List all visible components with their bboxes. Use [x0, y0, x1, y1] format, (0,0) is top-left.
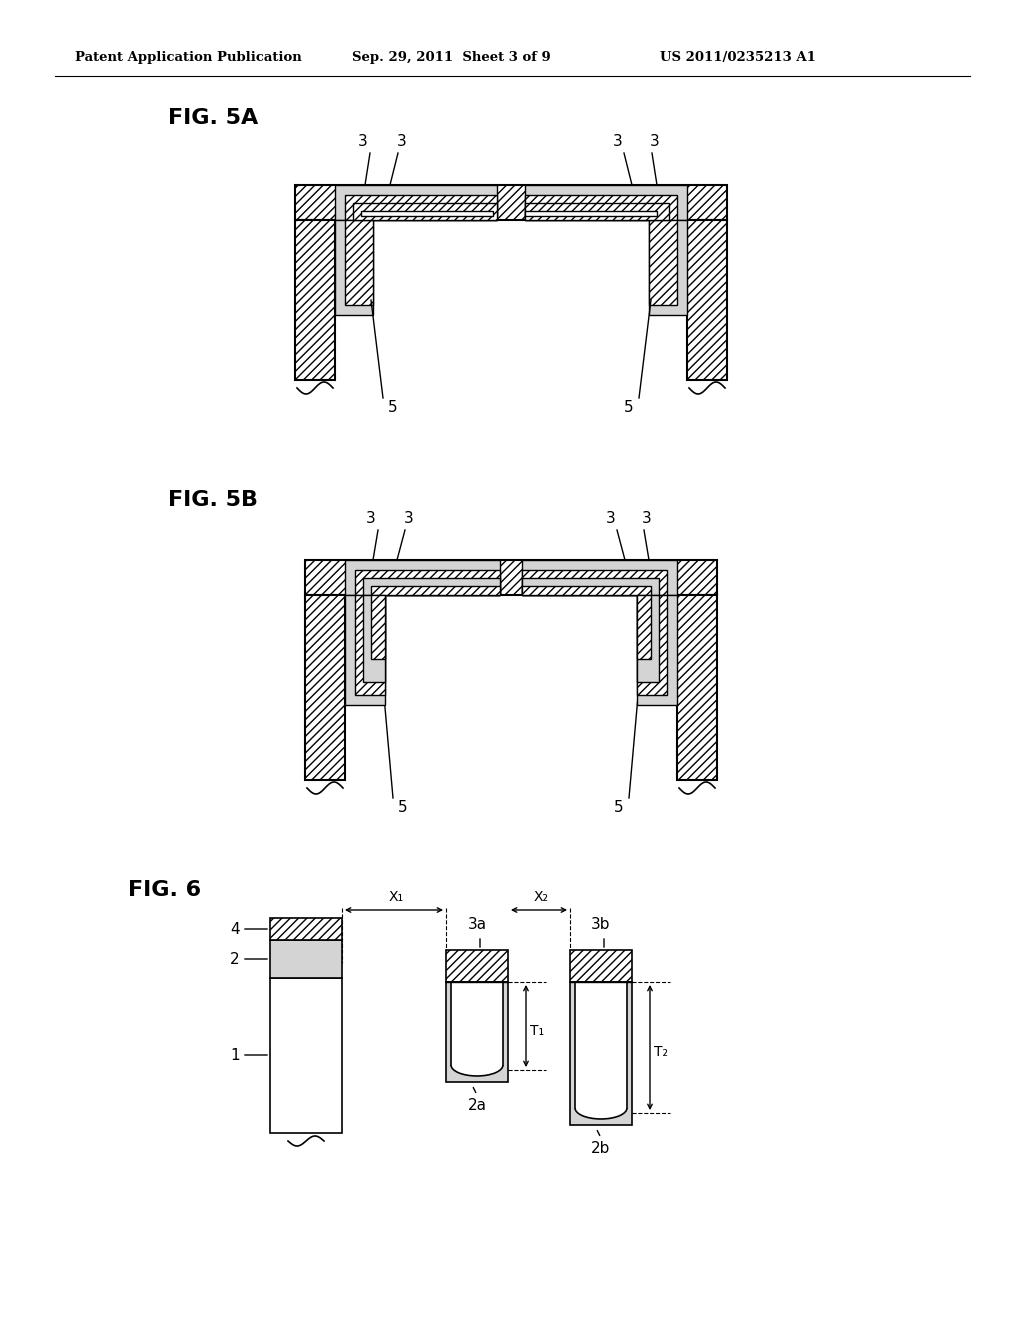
Text: Sep. 29, 2011  Sheet 3 of 9: Sep. 29, 2011 Sheet 3 of 9	[352, 51, 551, 65]
Bar	[361, 211, 493, 216]
Text: US 2011/0235213 A1: US 2011/0235213 A1	[660, 51, 816, 65]
Bar	[570, 982, 632, 1125]
Text: 1: 1	[230, 1048, 240, 1063]
Bar	[522, 560, 677, 595]
Bar	[371, 595, 385, 659]
Bar	[451, 982, 503, 1065]
Bar	[270, 917, 342, 940]
Text: X₂: X₂	[534, 890, 549, 904]
Text: 5: 5	[398, 800, 408, 814]
Text: 3: 3	[613, 135, 623, 149]
Text: 3a: 3a	[467, 917, 486, 932]
Bar	[637, 595, 651, 659]
Text: 3b: 3b	[591, 917, 610, 932]
Bar	[305, 595, 345, 780]
Bar	[335, 185, 497, 220]
Text: 3: 3	[642, 511, 652, 525]
Bar	[362, 578, 500, 595]
Text: FIG. 5A: FIG. 5A	[168, 108, 258, 128]
Bar	[525, 211, 657, 216]
Bar	[637, 595, 659, 682]
Text: 3: 3	[404, 511, 414, 525]
Ellipse shape	[451, 1053, 503, 1076]
Bar	[637, 595, 677, 705]
Text: 3: 3	[358, 135, 368, 149]
Bar	[335, 220, 373, 315]
Bar	[446, 950, 508, 982]
Bar	[295, 185, 727, 220]
Bar	[355, 570, 500, 595]
Bar	[353, 203, 497, 220]
Bar	[522, 570, 667, 595]
Bar	[371, 586, 500, 595]
Text: 5: 5	[625, 400, 634, 414]
Bar	[355, 595, 385, 696]
Text: 2: 2	[230, 952, 240, 966]
Bar	[345, 560, 500, 595]
Text: FIG. 6: FIG. 6	[128, 880, 201, 900]
Bar	[345, 220, 373, 305]
Text: 3: 3	[397, 135, 407, 149]
Bar	[649, 220, 677, 305]
Bar	[677, 595, 717, 780]
Bar	[295, 220, 335, 380]
Bar	[649, 220, 687, 315]
Bar	[525, 195, 677, 220]
Text: 3: 3	[367, 511, 376, 525]
Text: 4: 4	[230, 921, 240, 936]
Text: FIG. 5B: FIG. 5B	[168, 490, 258, 510]
Text: X₁: X₁	[388, 890, 403, 904]
Bar	[270, 940, 342, 978]
Bar	[687, 220, 727, 380]
Ellipse shape	[575, 1097, 627, 1119]
Text: 2b: 2b	[591, 1140, 610, 1156]
Text: 3: 3	[606, 511, 615, 525]
Bar	[522, 578, 659, 595]
Text: 5: 5	[388, 400, 397, 414]
Text: T₁: T₁	[530, 1024, 544, 1038]
Bar	[637, 595, 667, 696]
Bar	[525, 185, 687, 220]
Bar	[362, 595, 385, 682]
Text: 5: 5	[614, 800, 624, 814]
Text: Patent Application Publication: Patent Application Publication	[75, 51, 302, 65]
Text: T₂: T₂	[654, 1045, 668, 1059]
Bar	[270, 978, 342, 1133]
Bar	[575, 982, 627, 1107]
Bar	[446, 982, 508, 1082]
Bar	[522, 586, 651, 595]
Text: 2a: 2a	[468, 1098, 486, 1113]
Bar	[525, 203, 669, 220]
Text: 3: 3	[650, 135, 659, 149]
Bar	[345, 195, 497, 220]
Bar	[305, 560, 717, 595]
Bar	[570, 950, 632, 982]
Bar	[345, 595, 385, 705]
